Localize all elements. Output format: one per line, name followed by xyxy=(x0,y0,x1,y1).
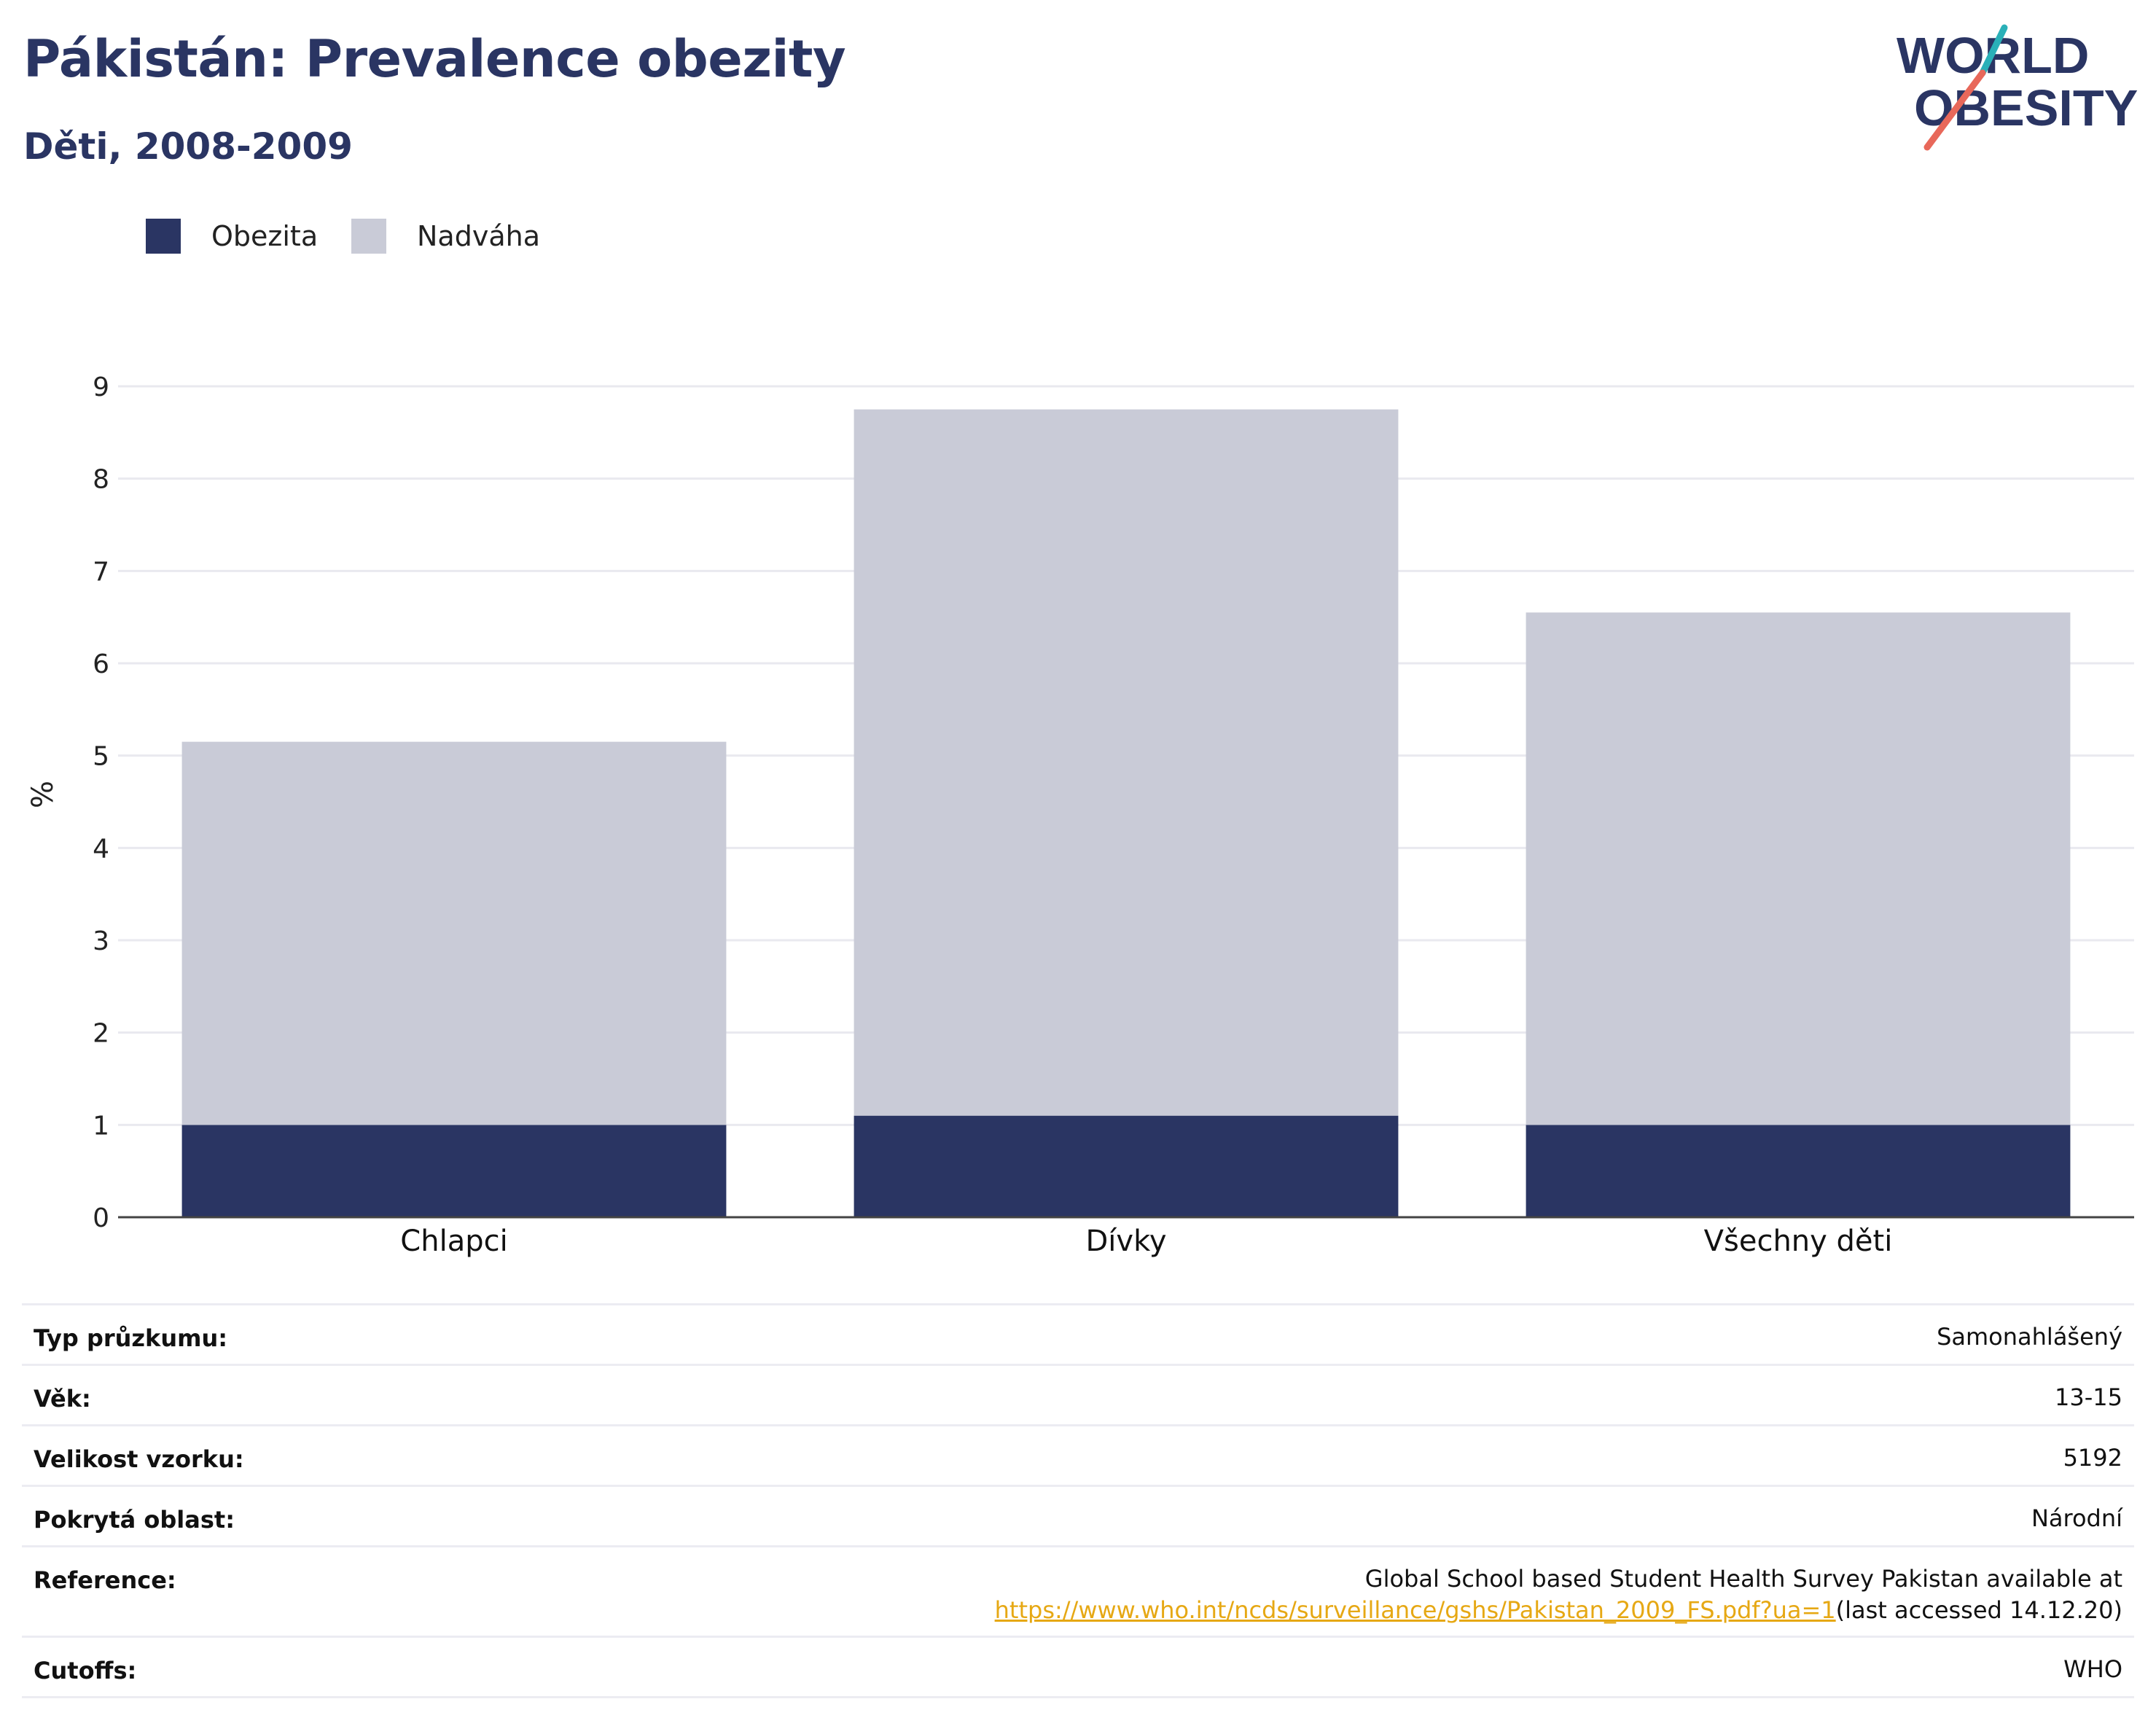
y-axis-label: % xyxy=(26,781,60,808)
info-label-reference: Reference: xyxy=(34,1566,176,1594)
info-value-age: 13-15 xyxy=(2055,1383,2122,1411)
bar-chart: 0 1 2 3 4 5 6 7 8 9% Chlapci Dívky Všechny děti xyxy=(26,372,2134,1258)
bar-overweight-0 xyxy=(181,741,727,1125)
info-label-area: Pokrytá oblast: xyxy=(34,1506,235,1534)
y-tick-label-3: 3 xyxy=(93,926,109,956)
y-tick-label-5: 5 xyxy=(93,742,109,772)
info-label-age: Věk: xyxy=(34,1385,91,1413)
info-label-sample-size: Velikost vzorku: xyxy=(34,1445,244,1473)
info-label-survey-type: Typ průzkumu: xyxy=(34,1324,228,1352)
y-tick-label-4: 4 xyxy=(93,834,109,864)
reference-accessed: (last accessed 14.12.20) xyxy=(1835,1596,2122,1624)
info-value-survey-type: Samonahlášený xyxy=(1937,1323,2122,1351)
x-tick-label-1: Dívky xyxy=(1086,1225,1167,1258)
legend-swatch-overweight xyxy=(351,219,386,254)
y-tick-label-2: 2 xyxy=(93,1019,109,1049)
bar-obesity-1 xyxy=(854,1115,1399,1217)
legend-label-overweight: Nadváha xyxy=(417,220,540,252)
info-row-sample-size: Velikost vzorku: 5192 xyxy=(22,1426,2134,1487)
info-row-survey-type: Typ průzkumu: Samonahlášený xyxy=(22,1305,2134,1366)
page-subtitle: Děti, 2008-2009 xyxy=(23,125,353,168)
logo-line-2: OBESITY xyxy=(1914,79,2138,136)
y-tick-label-9: 9 xyxy=(93,372,109,402)
bar-overweight-1 xyxy=(854,409,1399,1116)
legend-swatch-obesity xyxy=(146,219,181,254)
legend-label-obesity: Obezita xyxy=(211,220,319,252)
reference-text: Global School based Student Health Surve… xyxy=(1364,1565,2122,1593)
page-title: Pákistán: Prevalence obezity xyxy=(23,29,846,89)
legend-item-obesity[interactable]: Obezita xyxy=(146,217,318,255)
x-tick-label-2: Všechny děti xyxy=(1704,1225,1893,1258)
info-value-cutoffs: WHO xyxy=(2063,1655,2122,1683)
info-label-cutoffs: Cutoffs: xyxy=(34,1657,137,1684)
world-obesity-logo-graphic: WORLD OBESITY xyxy=(1897,24,2138,151)
legend-item-overweight[interactable]: Nadváha xyxy=(351,217,540,255)
x-tick-label-0: Chlapci xyxy=(400,1225,507,1258)
logo-slash-coral xyxy=(1923,69,1986,151)
y-tick-label-6: 6 xyxy=(93,649,109,679)
info-value-area: Národní xyxy=(2031,1504,2122,1532)
bar-obesity-2 xyxy=(1526,1125,2071,1217)
info-row-reference: Reference: Global School based Student H… xyxy=(22,1547,2134,1638)
y-tick-label-8: 8 xyxy=(93,465,109,495)
world-obesity-logo: WORLD OBESITY xyxy=(1895,22,2143,153)
logo-slash-teal xyxy=(1979,24,2008,77)
info-value-reference: Global School based Student Health Surve… xyxy=(995,1563,2122,1626)
bar-obesity-0 xyxy=(181,1125,727,1217)
y-tick-label-7: 7 xyxy=(93,557,109,587)
info-row-cutoffs: Cutoffs: WHO xyxy=(22,1638,2134,1698)
bar-overweight-2 xyxy=(1526,612,2071,1125)
info-row-age: Věk: 13-15 xyxy=(22,1366,2134,1426)
info-row-area: Pokrytá oblast: Národní xyxy=(22,1487,2134,1547)
y-tick-label-1: 1 xyxy=(93,1111,109,1141)
survey-info-table: Typ průzkumu: Samonahlášený Věk: 13-15 V… xyxy=(22,1303,2134,1698)
y-tick-label-0: 0 xyxy=(93,1203,109,1233)
info-value-sample-size: 5192 xyxy=(2063,1444,2122,1472)
reference-link[interactable]: https://www.who.int/ncds/surveillance/gs… xyxy=(994,1596,1836,1624)
